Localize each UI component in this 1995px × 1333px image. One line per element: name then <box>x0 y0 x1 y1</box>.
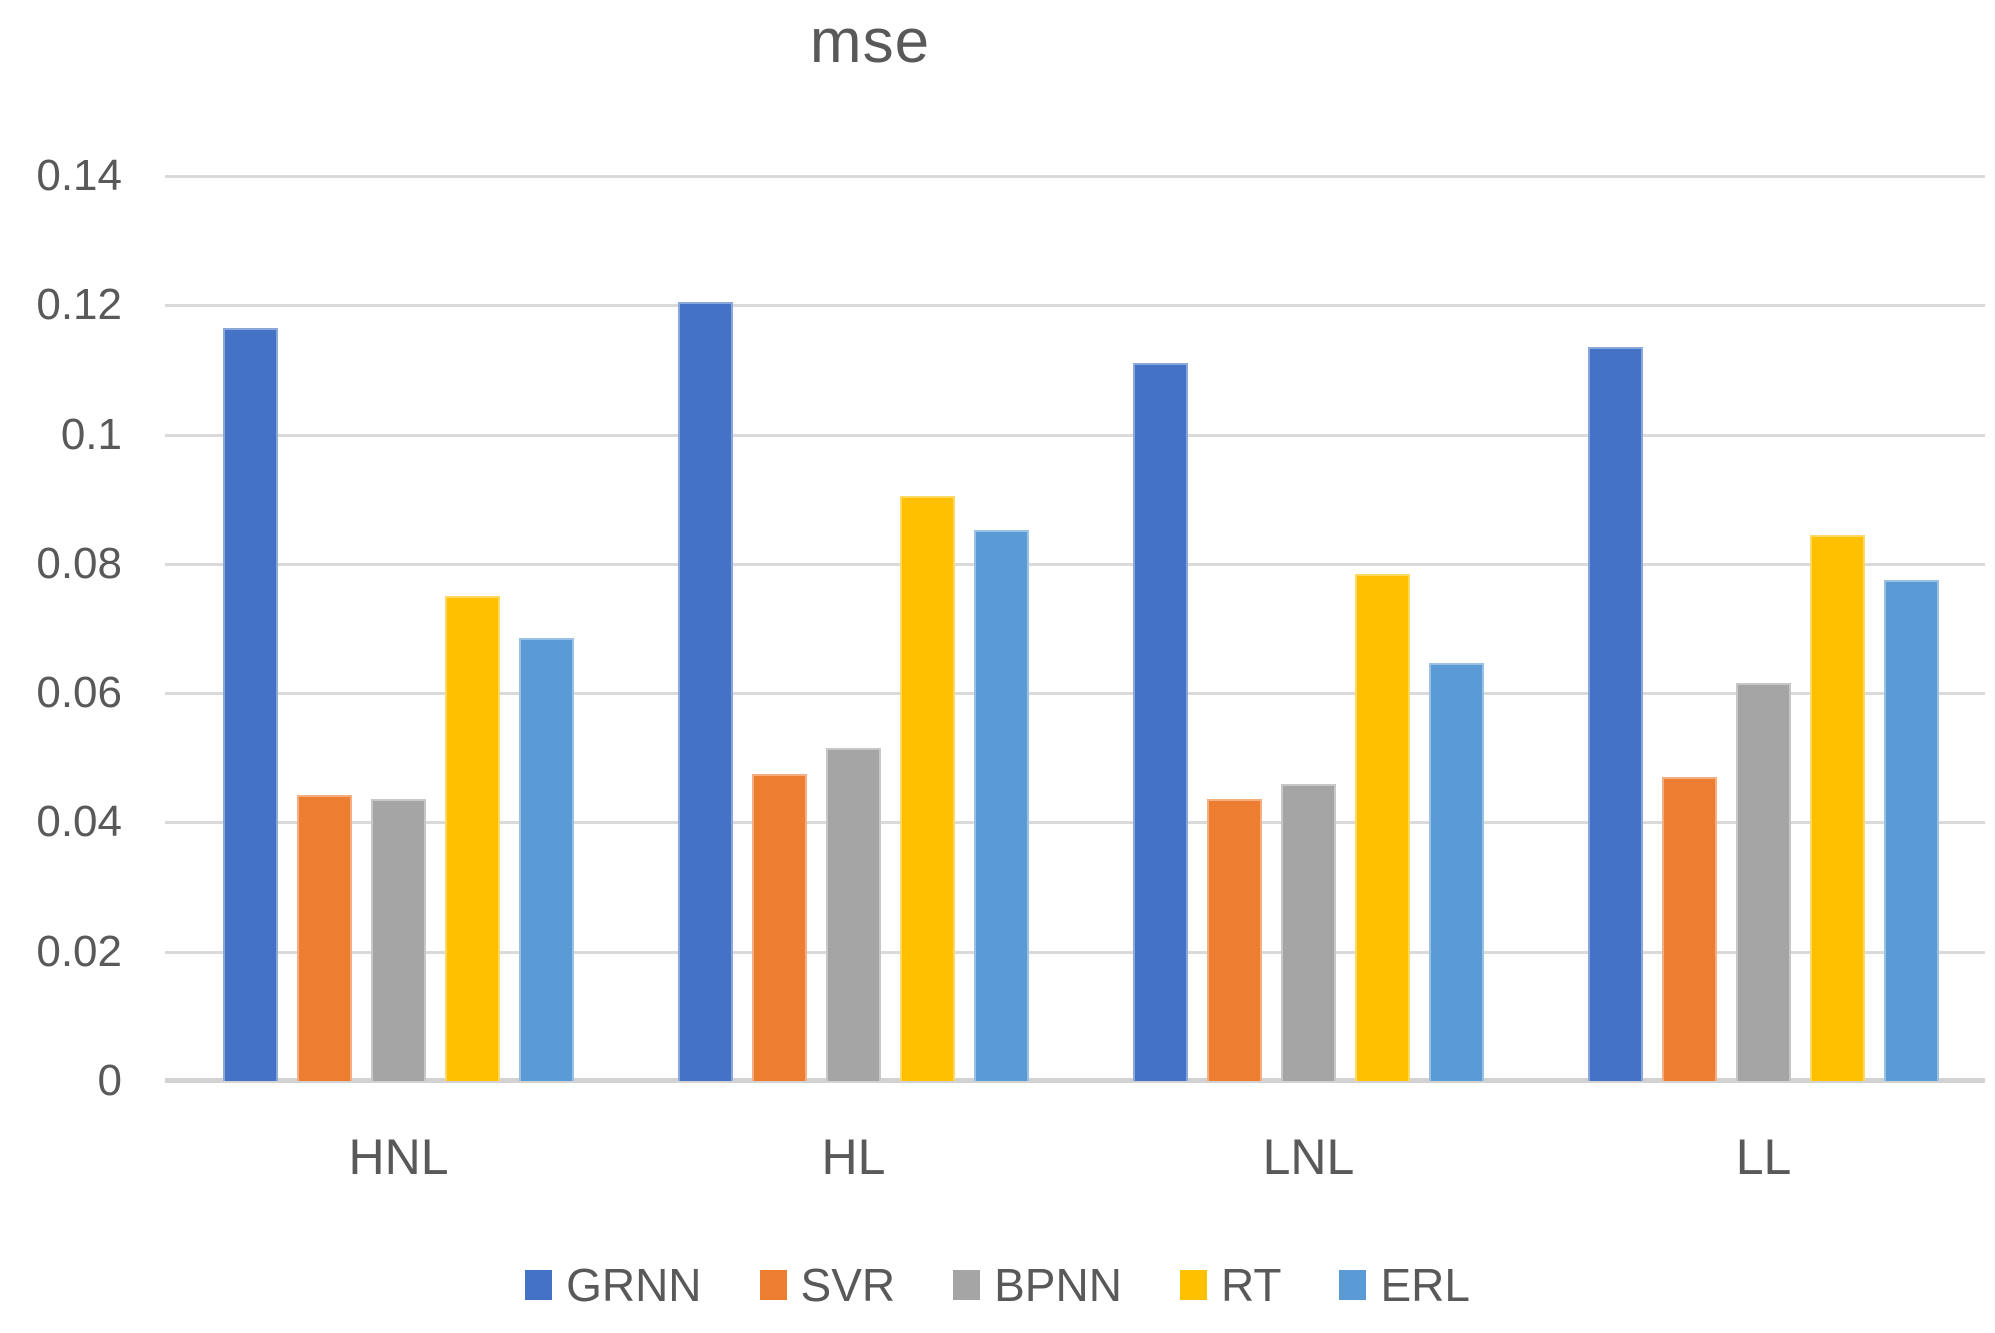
legend-item-rt: RT <box>1179 1258 1282 1312</box>
legend-swatch-icon <box>953 1270 981 1300</box>
legend-swatch-icon <box>759 1270 787 1300</box>
x-category-label-hnl: HNL <box>348 1129 449 1185</box>
legend-item-erl: ERL <box>1339 1258 1470 1312</box>
bar-erl-hnl <box>519 638 574 1081</box>
x-category-label-hl: HL <box>821 1129 886 1185</box>
legend-swatch-icon <box>525 1270 553 1300</box>
bar-grnn-hl <box>678 302 733 1081</box>
y-tick-label: 0.08 <box>36 538 122 588</box>
bar-rt-lnl <box>1355 573 1410 1081</box>
bar-erl-lnl <box>1429 662 1484 1081</box>
gridline <box>165 562 1985 566</box>
bar-erl-ll <box>1884 580 1939 1081</box>
gridline <box>165 821 1985 825</box>
bar-rt-ll <box>1810 534 1865 1081</box>
gridline <box>165 692 1985 696</box>
legend-label: SVR <box>800 1259 896 1311</box>
x-category-label-ll: LL <box>1735 1129 1792 1185</box>
bar-bpnn-ll <box>1736 683 1791 1081</box>
legend-label: ERL <box>1380 1259 1470 1311</box>
plot-area <box>165 175 1985 1083</box>
bar-bpnn-hnl <box>371 798 426 1081</box>
bar-rt-hl <box>900 495 955 1081</box>
legend-swatch-icon <box>1179 1270 1207 1300</box>
bar-bpnn-hl <box>826 748 881 1081</box>
x-category-label-lnl: LNL <box>1262 1129 1355 1185</box>
bar-svr-ll <box>1662 777 1717 1081</box>
legend-item-svr: SVR <box>759 1258 896 1312</box>
chart-title: mse <box>809 7 931 76</box>
y-tick-label: 0.02 <box>36 926 122 976</box>
y-tick-label: 0.12 <box>36 280 122 330</box>
bar-erl-hl <box>974 529 1029 1081</box>
bar-rt-hnl <box>445 596 500 1081</box>
gridline <box>165 304 1985 308</box>
legend-swatch-icon <box>1339 1270 1367 1300</box>
bar-svr-hnl <box>297 794 352 1081</box>
legend-item-bpnn: BPNN <box>953 1258 1122 1312</box>
gridline <box>165 950 1985 954</box>
y-tick-label: 0.14 <box>36 151 122 200</box>
bar-svr-lnl <box>1207 798 1262 1081</box>
bar-svr-hl <box>752 773 807 1081</box>
bar-bpnn-lnl <box>1281 783 1336 1081</box>
bar-grnn-hnl <box>223 327 278 1081</box>
legend-label: BPNN <box>994 1259 1122 1311</box>
y-tick-label: 0.06 <box>36 668 122 718</box>
bar-grnn-ll <box>1588 347 1643 1081</box>
legend-label: GRNN <box>566 1259 702 1311</box>
y-tick-label: 0 <box>97 1056 122 1105</box>
x-axis-line <box>165 1078 1985 1083</box>
bar-grnn-lnl <box>1133 363 1188 1081</box>
y-tick-label: 0.1 <box>60 409 122 459</box>
legend: GRNN SVR BPNN RT ERL <box>0 1258 1995 1312</box>
y-tick-label: 0.04 <box>36 797 122 847</box>
legend-label: RT <box>1220 1259 1282 1311</box>
gridline <box>165 175 1985 178</box>
legend-item-grnn: GRNN <box>525 1258 702 1312</box>
gridline <box>165 433 1985 437</box>
